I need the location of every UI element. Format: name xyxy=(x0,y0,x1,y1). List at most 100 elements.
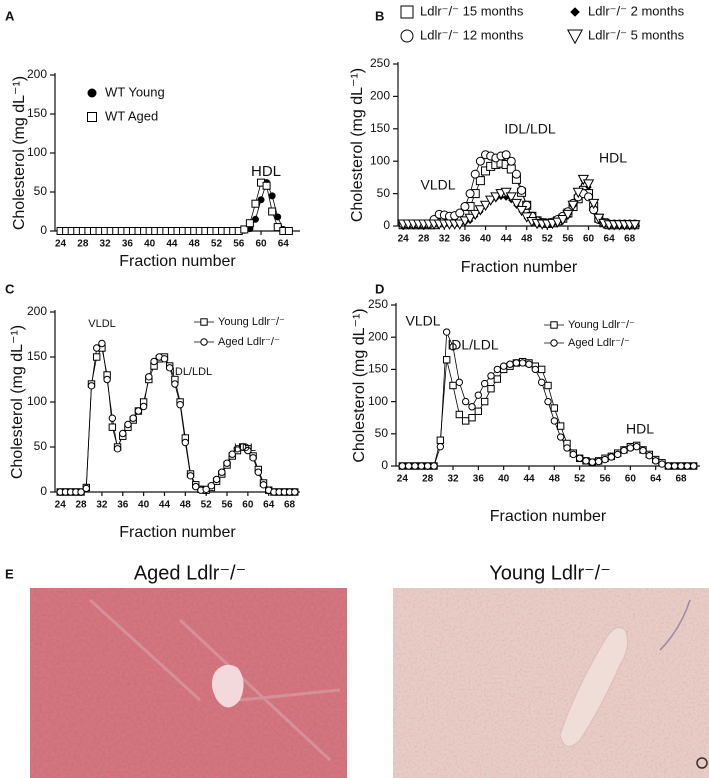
panel-label: A xyxy=(5,8,15,23)
annotation: IDL/LDL xyxy=(172,366,212,378)
panel-label: E xyxy=(5,566,14,581)
marker xyxy=(510,198,523,210)
x-tick-label: 64 xyxy=(650,474,662,485)
y-tick-label: 250 xyxy=(370,56,390,70)
x-tick-label: 44 xyxy=(501,234,513,245)
x-axis-title: Fraction number xyxy=(119,253,236,270)
marker xyxy=(511,169,521,179)
marker xyxy=(176,401,184,409)
marker xyxy=(501,150,511,160)
x-tick-label: 48 xyxy=(180,500,192,511)
marker xyxy=(454,219,466,230)
marker xyxy=(556,422,565,430)
marker xyxy=(550,417,559,425)
marker xyxy=(557,215,569,226)
marker xyxy=(212,475,221,484)
marker xyxy=(531,365,540,374)
marker xyxy=(515,205,528,217)
y-tick-label: 150 xyxy=(27,349,47,363)
x-tick-label: 36 xyxy=(459,234,471,245)
y-tick-label: 200 xyxy=(27,304,47,318)
x-tick-label: 60 xyxy=(242,500,254,511)
marker xyxy=(442,356,451,364)
marker xyxy=(518,359,527,367)
marker xyxy=(77,488,85,496)
x-tick-label: 48 xyxy=(521,234,533,245)
marker xyxy=(475,156,485,166)
x-tick-label: 56 xyxy=(233,239,245,250)
marker xyxy=(556,433,565,441)
x-tick-label: 64 xyxy=(604,234,616,245)
annotation: VLDL xyxy=(88,318,116,330)
marker xyxy=(475,176,485,186)
series-line xyxy=(402,359,694,467)
x-tick-label: 48 xyxy=(549,474,561,485)
marker xyxy=(550,321,558,329)
x-tick-label: 24 xyxy=(398,234,410,245)
marker xyxy=(461,417,470,425)
marker xyxy=(550,404,559,412)
marker xyxy=(436,442,445,451)
marker xyxy=(517,185,527,195)
young-liver-texture xyxy=(393,588,709,778)
y-tick-label: 150 xyxy=(27,106,47,120)
marker xyxy=(113,445,122,453)
y-axis-title: Cholesterol (mg dL⁻¹) xyxy=(351,308,368,462)
marker xyxy=(200,338,208,346)
legend-label: Aged Ldlr⁻/⁻ xyxy=(218,336,280,348)
legend-label: Ldlr⁻/⁻ 15 months xyxy=(420,3,524,18)
marker xyxy=(575,454,584,462)
y-tick-label: 100 xyxy=(27,394,47,408)
legend-label: Ldlr⁻/⁻ 2 months xyxy=(588,3,685,18)
marker xyxy=(249,454,257,462)
marker xyxy=(400,29,414,43)
marker xyxy=(479,200,492,212)
y-tick-label: 200 xyxy=(368,329,388,343)
marker xyxy=(202,485,210,493)
marker xyxy=(469,209,481,221)
x-tick-label: 56 xyxy=(221,500,233,511)
marker xyxy=(651,457,660,465)
marker xyxy=(639,446,647,455)
marker xyxy=(468,414,476,422)
marker xyxy=(658,460,666,468)
marker xyxy=(569,450,578,459)
marker xyxy=(207,482,216,490)
annotation: HDL xyxy=(234,442,256,454)
aged-liver-vessel xyxy=(211,664,244,708)
marker xyxy=(200,318,208,326)
marker xyxy=(129,414,137,422)
x-tick-label: 40 xyxy=(480,234,492,245)
marker xyxy=(563,444,571,452)
marker xyxy=(192,482,200,491)
x-tick-label: 36 xyxy=(473,474,485,485)
x-tick-label: 60 xyxy=(625,474,637,485)
y-tick-label: 150 xyxy=(370,121,390,135)
marker xyxy=(145,373,153,381)
x-axis-title: Fraction number xyxy=(461,259,578,276)
marker xyxy=(506,156,516,166)
panel-label: C xyxy=(5,281,15,296)
marker xyxy=(470,169,480,179)
marker xyxy=(601,455,609,464)
marker xyxy=(537,365,546,374)
x-tick-label: 60 xyxy=(583,234,595,245)
marker xyxy=(593,213,605,225)
marker xyxy=(689,462,698,470)
x-tick-label: 28 xyxy=(422,474,434,485)
marker xyxy=(124,420,132,429)
marker xyxy=(262,181,271,190)
y-tick-label: 200 xyxy=(370,89,390,103)
x-tick-label: 40 xyxy=(138,500,150,511)
marker xyxy=(677,462,685,470)
marker xyxy=(93,344,101,352)
image-title: Aged Ldlr⁻/⁻ xyxy=(134,562,246,584)
legend-label: Young Ldlr⁻/⁻ xyxy=(218,316,285,328)
marker xyxy=(683,462,692,470)
y-tick-label: 150 xyxy=(368,362,388,376)
y-axis-title: Cholesterol (mg dL⁻¹) xyxy=(11,76,28,230)
x-tick-label: 32 xyxy=(96,500,108,511)
marker xyxy=(82,484,90,493)
x-tick-label: 24 xyxy=(55,500,67,511)
